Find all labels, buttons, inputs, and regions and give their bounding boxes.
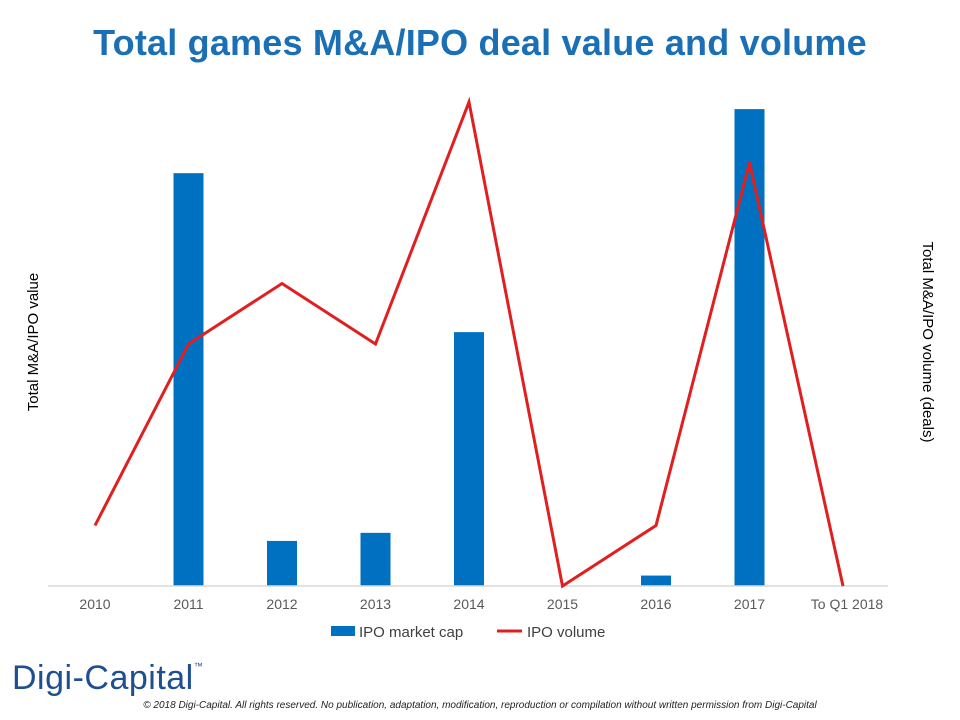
logo-text: Digi-Capital bbox=[12, 659, 194, 697]
logo-trademark: ™ bbox=[193, 661, 204, 671]
legend-label-line: IPO volume bbox=[527, 624, 605, 641]
x-tick-label: 2015 bbox=[547, 596, 578, 612]
y2-axis-title: Total M&A/IPO volume (deals) bbox=[919, 242, 936, 443]
bar-2013 bbox=[360, 532, 391, 586]
x-tick-label: 2013 bbox=[360, 596, 391, 612]
legend-label-bar: IPO market cap bbox=[359, 624, 463, 641]
bar-2016 bbox=[641, 575, 671, 586]
x-tick-label: 2016 bbox=[640, 596, 671, 612]
x-tick-labels: 2010 2011 2012 2013 2014 2015 2016 2017 To Q1 20… bbox=[79, 596, 883, 612]
y-axis-title: Total M&A/IPO value bbox=[25, 273, 42, 411]
x-tick-label: 2010 bbox=[79, 596, 110, 612]
x-tick-label: To Q1 2018 bbox=[811, 596, 884, 612]
bar-2012 bbox=[267, 540, 297, 586]
digi-capital-logo: Digi-Capital™ bbox=[12, 659, 203, 698]
x-tick-label: 2011 bbox=[173, 596, 203, 612]
x-tick-label: 2014 bbox=[453, 596, 484, 612]
legend: IPO market cap IPO volume bbox=[331, 624, 605, 641]
copyright-notice: © 2018 Digi-Capital. All rights reserved… bbox=[143, 700, 817, 711]
line-series bbox=[93, 96, 845, 589]
bar-2017 bbox=[734, 109, 765, 586]
chart-title: Total games M&A/IPO deal value and volum… bbox=[93, 22, 867, 63]
x-tick-label: 2017 bbox=[734, 596, 765, 612]
bar-2011 bbox=[173, 173, 204, 587]
bar-series bbox=[173, 109, 765, 587]
x-tick-label: 2012 bbox=[266, 596, 297, 612]
legend-bar-swatch bbox=[331, 626, 355, 636]
bar-2014 bbox=[454, 332, 484, 586]
